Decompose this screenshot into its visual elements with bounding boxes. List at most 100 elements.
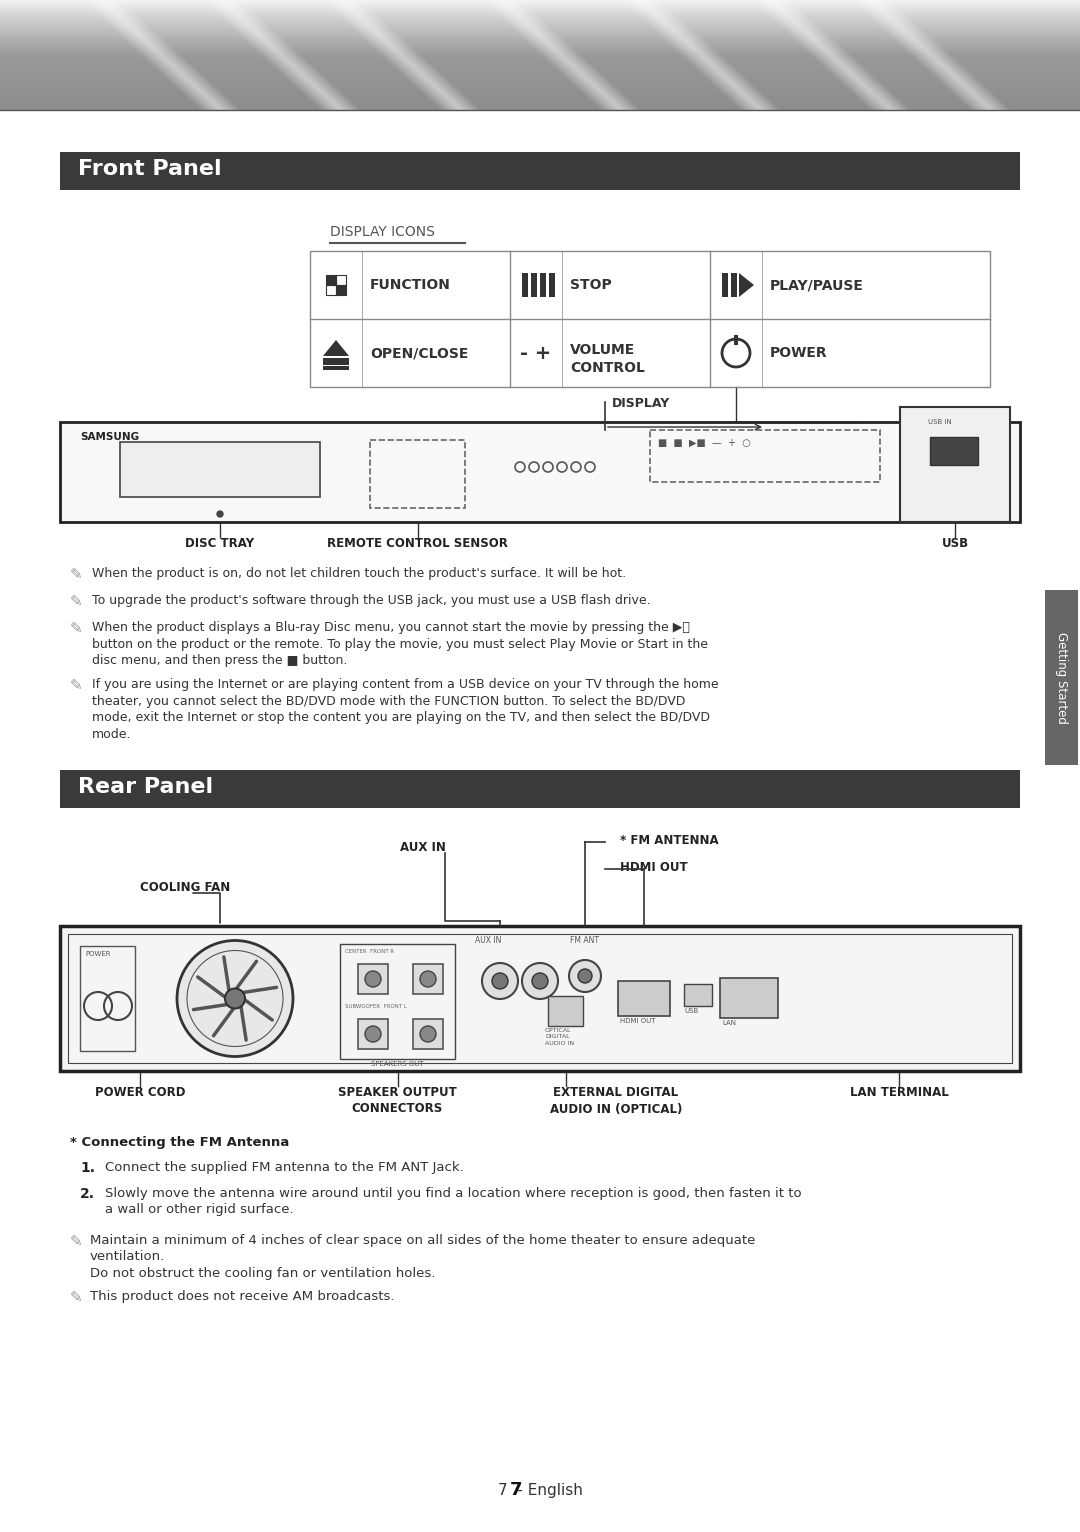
Circle shape [217,512,222,516]
Circle shape [522,964,558,999]
Circle shape [569,961,600,993]
Bar [900,408,1010,522]
Text: 1.: 1. [80,1161,95,1175]
Text: If you are using the Internet or are playing content from a USB device on your T: If you are using the Internet or are pla… [92,679,718,740]
Text: DISC TRAY: DISC TRAY [186,538,255,550]
Polygon shape [739,273,754,297]
Text: ■  ■  ▶■  —  +  ○: ■ ■ ▶■ — + ○ [658,438,751,447]
Text: Rear Panel: Rear Panel [78,777,213,797]
Bar [357,1019,388,1049]
Text: AUX IN: AUX IN [475,936,501,945]
Text: POWER CORD: POWER CORD [95,1086,186,1098]
Text: SPEAKERS OUT: SPEAKERS OUT [370,1062,423,1066]
Bar [60,152,1020,190]
Text: USB: USB [684,1008,699,1014]
Polygon shape [323,340,349,355]
Bar [531,273,537,297]
Text: 2.: 2. [80,1187,95,1201]
Text: EXTERNAL DIGITAL
AUDIO IN (OPTICAL): EXTERNAL DIGITAL AUDIO IN (OPTICAL) [550,1086,683,1115]
Circle shape [482,964,518,999]
Text: LAN: LAN [723,1020,735,1026]
Text: ✎: ✎ [70,1290,83,1305]
Text: When the product is on, do not let children touch the product's surface. It will: When the product is on, do not let child… [92,567,626,581]
Circle shape [532,973,548,990]
Bar [540,273,546,297]
Text: FM ANT: FM ANT [570,936,599,945]
Text: HDMI OUT: HDMI OUT [620,1017,656,1023]
Bar [68,935,1012,1063]
Text: * FM ANTENNA: * FM ANTENNA [620,833,718,847]
Text: LAN TERMINAL: LAN TERMINAL [850,1086,948,1098]
Text: USB IN: USB IN [928,418,951,424]
Text: ✎: ✎ [70,620,83,636]
Text: ✎: ✎ [70,567,83,582]
Text: * Connecting the FM Antenna: * Connecting the FM Antenna [70,1137,289,1149]
Bar [734,336,738,345]
Text: POWER: POWER [85,951,110,958]
Text: OPTICAL
DIGITAL
AUDIO IN: OPTICAL DIGITAL AUDIO IN [545,1028,575,1046]
Text: COOLING FAN: COOLING FAN [140,881,230,895]
Bar [80,945,135,1051]
Text: ✎: ✎ [70,679,83,692]
Circle shape [420,971,436,987]
Bar [618,980,670,1016]
Text: REMOTE CONTROL SENSOR: REMOTE CONTROL SENSOR [327,538,508,550]
Bar [548,996,583,1026]
Text: USB: USB [942,538,969,550]
Bar [684,984,712,1007]
Text: Connect the supplied FM antenna to the FM ANT Jack.: Connect the supplied FM antenna to the F… [105,1161,463,1174]
Bar [1045,590,1078,764]
Bar [522,273,528,297]
Text: FUNCTION: FUNCTION [370,277,450,293]
Text: Front Panel: Front Panel [78,159,221,179]
Circle shape [578,970,592,984]
Bar [120,443,320,496]
Bar [60,925,1020,1071]
Text: POWER: POWER [770,346,827,360]
Text: VOLUME
CONTROL: VOLUME CONTROL [570,343,645,375]
Bar [340,944,455,1059]
Bar [60,771,1020,807]
Text: HDMI OUT: HDMI OUT [620,861,688,873]
Bar [336,285,346,296]
Bar [731,273,737,297]
Text: AUX IN: AUX IN [400,841,446,853]
Circle shape [492,973,508,990]
Text: OPEN/CLOSE: OPEN/CLOSE [370,346,469,360]
Bar [357,964,388,994]
Text: STOP: STOP [570,277,611,293]
Text: SUBWOOFER  FRONT L: SUBWOOFER FRONT L [345,1003,407,1010]
Bar [326,285,336,296]
Text: CENTER  FRONT R: CENTER FRONT R [345,948,394,954]
Text: ✎: ✎ [70,594,83,610]
Text: DISPLAY: DISPLAY [612,397,671,411]
Text: PLAY/PAUSE: PLAY/PAUSE [770,277,864,293]
Circle shape [225,988,245,1008]
Circle shape [365,971,381,987]
Text: To upgrade the product's software through the USB jack, you must use a USB flash: To upgrade the product's software throug… [92,594,650,607]
Bar [323,366,349,371]
Bar [723,273,728,297]
Bar [326,276,336,285]
Text: Getting Started: Getting Started [1055,631,1068,723]
Bar [549,273,555,297]
Bar [310,251,990,388]
Bar [930,437,978,466]
Text: SPEAKER OUTPUT
CONNECTORS: SPEAKER OUTPUT CONNECTORS [338,1086,457,1115]
Text: This product does not receive AM broadcasts.: This product does not receive AM broadca… [90,1290,394,1304]
Bar [323,358,349,365]
Circle shape [365,1026,381,1042]
Circle shape [177,941,293,1057]
Circle shape [420,1026,436,1042]
Bar [413,1019,443,1049]
Text: 7: 7 [510,1481,523,1498]
Text: - +: - + [521,343,552,363]
Bar [720,977,778,1017]
Text: Slowly move the antenna wire around until you find a location where reception is: Slowly move the antenna wire around unti… [105,1187,801,1216]
Text: Maintain a minimum of 4 inches of clear space on all sides of the home theater t: Maintain a minimum of 4 inches of clear … [90,1233,755,1281]
Text: ✎: ✎ [70,1233,83,1249]
Text: When the product displays a Blu-ray Disc menu, you cannot start the movie by pre: When the product displays a Blu-ray Disc… [92,620,708,666]
Bar [413,964,443,994]
Text: DISPLAY ICONS: DISPLAY ICONS [330,225,435,239]
Bar [60,421,1020,522]
